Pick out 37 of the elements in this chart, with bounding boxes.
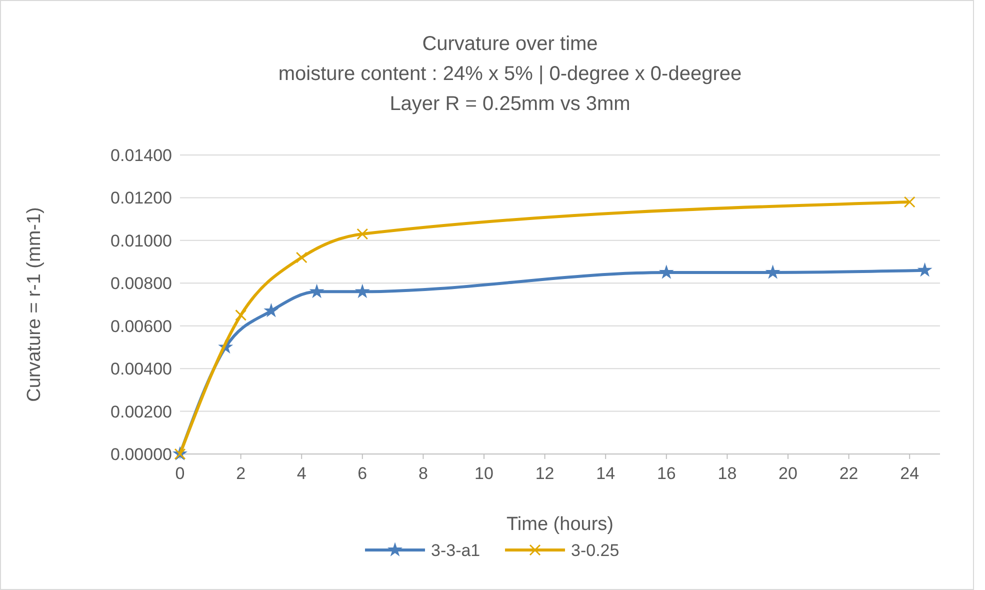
- x-tick-label: 0: [175, 464, 185, 483]
- point: [658, 264, 674, 279]
- x-tick-label: 24: [900, 464, 920, 483]
- y-tick-label: 0.00400: [110, 360, 172, 379]
- x-tick-label: 2: [236, 464, 246, 483]
- x-tick-label: 16: [656, 464, 676, 483]
- point: [356, 228, 368, 240]
- chart-title: Curvature over time: [422, 33, 598, 55]
- x-tick-label: 10: [474, 464, 494, 483]
- legend-label: 3-0.25: [571, 541, 620, 560]
- point: [765, 264, 780, 279]
- legend-label: 3-3-a1: [431, 541, 480, 560]
- x-tick-label: 4: [296, 464, 306, 483]
- x-tick-label: 14: [596, 464, 616, 483]
- point: [354, 284, 370, 298]
- y-tick-label: 0.00600: [110, 316, 172, 336]
- x-tick-label: 12: [535, 464, 554, 483]
- x-axis-title: Time (hours): [506, 514, 614, 535]
- y-tick-label: 0.01400: [110, 146, 172, 165]
- y-axis-title: Curvature = r-1 (mm-1): [24, 207, 45, 402]
- point: [296, 252, 308, 264]
- point: [309, 284, 324, 298]
- y-tick-label: 0.01200: [110, 188, 172, 208]
- point: [917, 262, 932, 277]
- x-tick-label: 22: [839, 464, 858, 483]
- point: [264, 303, 279, 318]
- y-tick-label: 0.00200: [110, 402, 172, 422]
- chart-subtitle: moisture content : 24% x 5% | 0-degree x 0-deegree Layer R = 0.25mm vs 3mm: [278, 63, 742, 115]
- x-tick-label: 20: [778, 464, 798, 483]
- point: [904, 196, 916, 208]
- x-tick-label: 8: [418, 464, 428, 483]
- x-tick-label: 6: [358, 464, 368, 483]
- point: [235, 309, 247, 321]
- y-tick-label: 0.00000: [110, 445, 172, 464]
- y-tick-label: 0.01000: [110, 231, 172, 250]
- x-tick-label: 18: [718, 464, 737, 483]
- y-tick-label: 0.00800: [110, 274, 172, 294]
